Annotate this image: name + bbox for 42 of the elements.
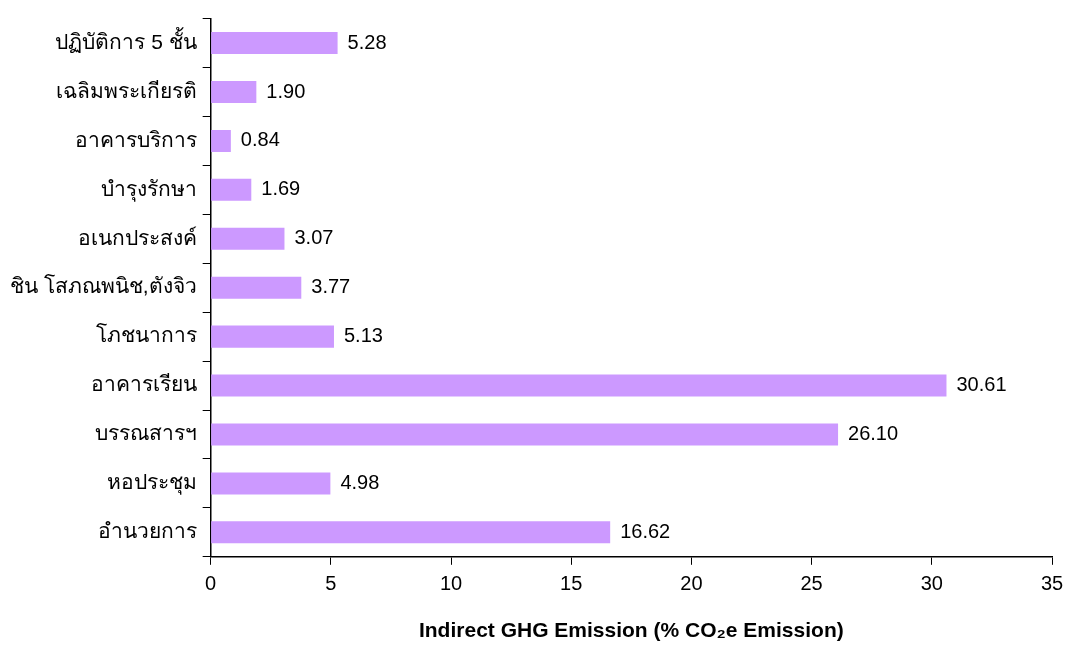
bar xyxy=(211,325,334,348)
bar xyxy=(211,32,338,55)
data-label: 3.77 xyxy=(311,275,351,298)
data-label: 16.62 xyxy=(620,519,671,542)
bar xyxy=(211,178,252,201)
y-tick-label: บรรณสารฯ xyxy=(94,421,197,445)
bar xyxy=(211,521,611,544)
y-tick-label: ชิน โสภณพนิช,ตังจิว xyxy=(10,274,197,298)
x-tick-label: 15 xyxy=(560,572,583,595)
y-tick-label: โภชนาการ xyxy=(95,323,197,347)
data-label: 0.84 xyxy=(240,128,280,151)
data-label: 3.07 xyxy=(294,226,334,249)
x-tick-label: 20 xyxy=(680,572,703,595)
y-tick-label: หอประชุม xyxy=(106,470,197,496)
x-tick-label: 35 xyxy=(1040,572,1064,595)
data-label: 1.69 xyxy=(261,177,301,200)
bar xyxy=(211,227,285,250)
bar xyxy=(211,276,302,299)
data-label: 30.61 xyxy=(956,373,1007,396)
bar xyxy=(211,80,257,103)
x-tick-label: 0 xyxy=(205,572,217,595)
y-tick-label: เฉลิมพระเกียรติ xyxy=(55,78,197,102)
bar xyxy=(211,129,231,152)
data-label: 4.98 xyxy=(340,470,380,493)
x-tick-label: 10 xyxy=(439,572,463,595)
bar xyxy=(211,423,839,446)
x-axis-title: Indirect GHG Emission (% CO₂e Emission) xyxy=(418,618,844,642)
data-label: 5.13 xyxy=(343,324,383,347)
y-tick-label: อาคารบริการ xyxy=(74,127,197,151)
data-label: 26.10 xyxy=(848,422,899,444)
y-tick-label: บำรุงรักษา xyxy=(100,176,197,202)
x-tick-label: 25 xyxy=(800,572,823,595)
y-tick-label: อาคารเรียน xyxy=(90,372,197,396)
x-tick-label: 5 xyxy=(325,572,337,595)
data-label: 5.28 xyxy=(347,30,387,53)
y-tick-label: ปฏิบัติการ 5 ชั้น xyxy=(55,26,197,53)
y-tick-label: อเนกประสงค์ xyxy=(77,225,197,249)
bar xyxy=(211,374,947,397)
bar xyxy=(211,472,331,495)
y-tick-label: อำนวยการ xyxy=(97,519,197,543)
data-label: 1.90 xyxy=(266,79,306,102)
x-tick-label: 30 xyxy=(920,572,943,595)
